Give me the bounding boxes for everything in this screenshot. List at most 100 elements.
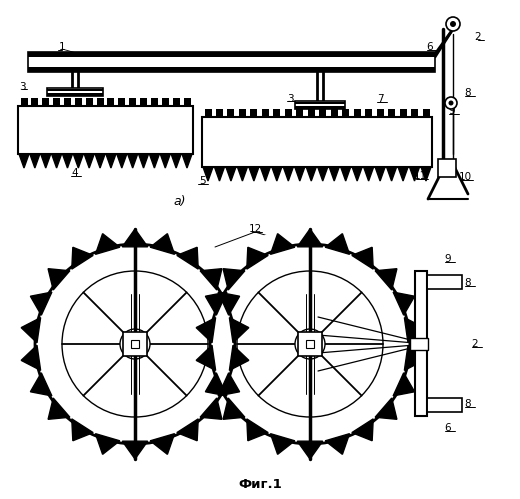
Text: Фиг.1: Фиг.1 (238, 478, 282, 491)
Bar (296, 109, 303, 117)
Polygon shape (214, 167, 225, 181)
Polygon shape (352, 248, 373, 269)
Bar (308, 109, 315, 117)
Polygon shape (325, 434, 349, 455)
Bar (274, 109, 280, 117)
Text: 10: 10 (459, 172, 472, 182)
Polygon shape (375, 398, 397, 419)
Bar (28, 52, 435, 57)
Polygon shape (375, 167, 385, 181)
Bar (427, 398, 462, 412)
Bar (239, 109, 246, 117)
Polygon shape (96, 434, 120, 455)
Text: 9: 9 (445, 254, 451, 264)
Text: 12: 12 (249, 224, 262, 234)
Polygon shape (200, 398, 222, 419)
Bar (354, 109, 361, 117)
Polygon shape (218, 292, 240, 315)
Polygon shape (247, 419, 268, 441)
Bar (202, 117, 432, 167)
Circle shape (126, 335, 144, 353)
Circle shape (450, 21, 456, 27)
Polygon shape (128, 154, 138, 168)
Circle shape (306, 340, 314, 348)
Bar (28, 52, 435, 57)
Polygon shape (51, 154, 61, 168)
Bar (204, 109, 212, 117)
Polygon shape (218, 373, 240, 396)
Bar (129, 98, 136, 106)
Bar (184, 98, 190, 106)
Polygon shape (72, 248, 93, 269)
Circle shape (120, 329, 150, 359)
Polygon shape (171, 154, 181, 168)
Polygon shape (84, 154, 94, 168)
Polygon shape (177, 419, 198, 441)
Text: 4: 4 (72, 168, 79, 178)
Polygon shape (247, 248, 268, 269)
Polygon shape (223, 268, 245, 290)
Bar (306, 340, 314, 348)
Bar (365, 109, 372, 117)
Polygon shape (122, 441, 148, 459)
Polygon shape (117, 154, 127, 168)
Polygon shape (196, 317, 216, 343)
Text: 9: 9 (449, 106, 456, 116)
Bar (415, 271, 427, 416)
Bar (410, 338, 428, 350)
Bar (47, 88, 103, 96)
Polygon shape (283, 167, 293, 181)
Bar (295, 102, 345, 104)
Circle shape (446, 17, 460, 31)
Bar (388, 109, 395, 117)
Polygon shape (318, 167, 328, 181)
Bar (251, 109, 257, 117)
Bar (295, 101, 345, 109)
Polygon shape (150, 234, 175, 254)
Polygon shape (261, 167, 270, 181)
Bar (319, 109, 326, 117)
Bar (64, 98, 71, 106)
Polygon shape (72, 419, 93, 441)
Polygon shape (223, 398, 245, 419)
Bar (18, 106, 193, 154)
Polygon shape (149, 154, 160, 168)
Polygon shape (30, 154, 40, 168)
Text: 2: 2 (472, 339, 478, 349)
Polygon shape (196, 345, 216, 370)
Polygon shape (95, 154, 105, 168)
Text: 1: 1 (59, 42, 66, 52)
Polygon shape (325, 234, 349, 254)
Bar (376, 109, 384, 117)
Bar (438, 159, 456, 177)
Polygon shape (30, 292, 52, 315)
Bar (140, 98, 147, 106)
Polygon shape (200, 268, 222, 290)
Polygon shape (405, 317, 424, 343)
Polygon shape (21, 345, 41, 370)
Polygon shape (205, 373, 227, 396)
Bar (28, 52, 435, 72)
Polygon shape (62, 154, 72, 168)
Polygon shape (41, 154, 51, 168)
Bar (53, 98, 60, 106)
Polygon shape (329, 167, 339, 181)
Circle shape (192, 226, 428, 462)
Circle shape (17, 226, 253, 462)
Polygon shape (270, 234, 295, 254)
Bar (427, 275, 462, 289)
Bar (86, 98, 93, 106)
Polygon shape (177, 248, 198, 269)
Polygon shape (393, 373, 414, 396)
Polygon shape (421, 167, 431, 181)
Text: а): а) (174, 195, 186, 208)
Polygon shape (238, 167, 248, 181)
Text: 5: 5 (199, 176, 205, 186)
Bar (151, 98, 158, 106)
Bar (295, 101, 345, 109)
Polygon shape (229, 345, 249, 370)
Polygon shape (160, 154, 170, 168)
Circle shape (445, 97, 457, 109)
Bar (28, 67, 435, 72)
Circle shape (301, 335, 319, 353)
